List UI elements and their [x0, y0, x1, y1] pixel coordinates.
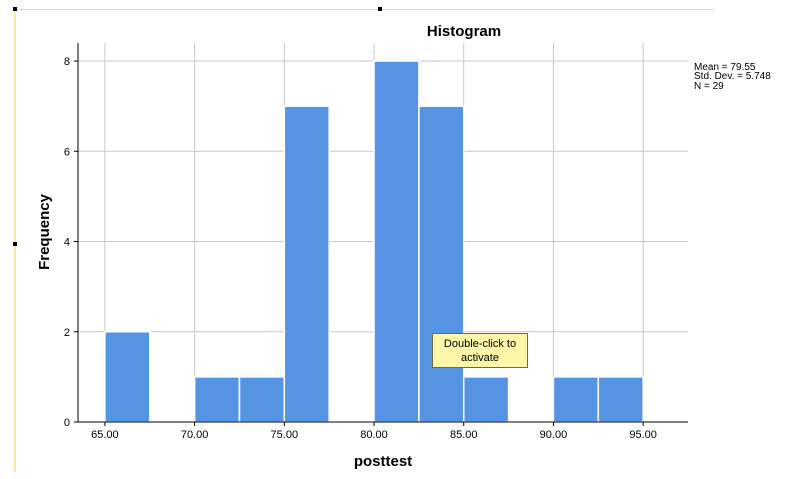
y-tick-label: 8	[64, 56, 70, 68]
x-tick-label: 80.00	[360, 429, 388, 441]
y-tick-label: 6	[64, 146, 70, 158]
y-tick-label: 2	[64, 327, 70, 339]
stat-mean: Mean = 79.55	[694, 62, 756, 73]
chart-title: Histogram	[427, 23, 501, 40]
histogram-bar	[462, 376, 510, 423]
chart-frame-top-border	[14, 9, 714, 10]
x-axis-title: posttest	[354, 453, 412, 470]
histogram-bar	[283, 105, 330, 423]
resize-handle-top-left[interactable]	[13, 7, 17, 11]
histogram-bar	[418, 105, 465, 423]
histogram-bar	[193, 376, 241, 423]
x-tick-label: 90.00	[540, 429, 568, 441]
tick-labels: 65.00 70.00 75.00 80.00 85.00 90.00 95.00 0 2 4 6 8	[64, 56, 657, 441]
y-tick-label: 0	[64, 417, 70, 429]
activate-tooltip[interactable]: Double-click to activate	[432, 333, 528, 368]
chart-frame-left-border	[14, 10, 16, 472]
histogram-bar	[597, 376, 644, 423]
resize-handle-middle-left[interactable]	[13, 242, 17, 246]
histogram-bar	[552, 376, 600, 423]
axes	[74, 43, 688, 426]
stat-n: N = 29	[694, 81, 724, 92]
stat-std-dev: Std. Dev. = 5.748	[694, 71, 771, 82]
x-tick-label: 75.00	[271, 429, 299, 441]
x-tick-label: 95.00	[629, 429, 657, 441]
histogram-bar	[373, 60, 420, 423]
histogram-bar	[104, 331, 151, 423]
x-tick-label: 65.00	[91, 429, 119, 441]
histogram-bars	[104, 60, 644, 423]
histogram-bar	[238, 376, 286, 423]
x-tick-label: 85.00	[450, 429, 478, 441]
tooltip-line-2: activate	[461, 352, 499, 364]
y-tick-label: 4	[64, 237, 70, 249]
x-tick-label: 70.00	[181, 429, 209, 441]
resize-handle-top-middle[interactable]	[378, 7, 382, 11]
tooltip-line-1: Double-click to	[443, 338, 517, 350]
y-axis-title: Frequency	[36, 193, 53, 270]
